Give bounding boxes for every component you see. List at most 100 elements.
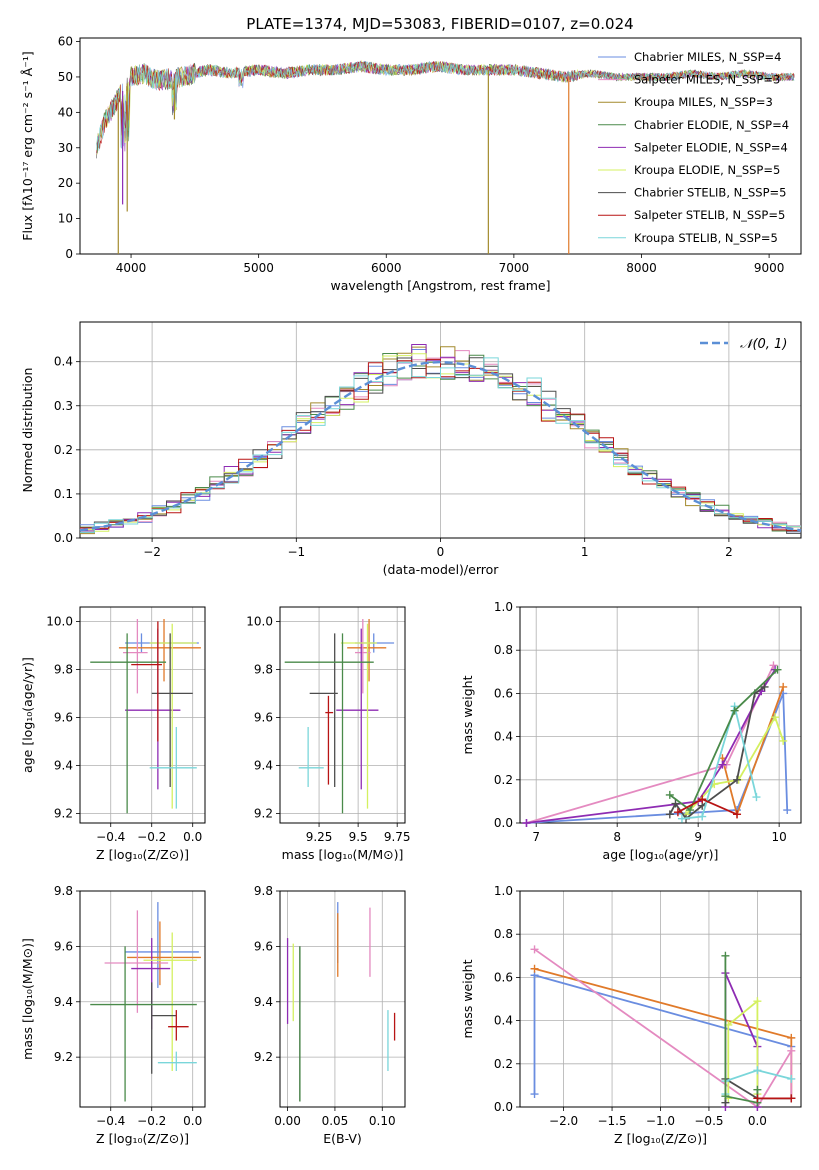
y-tick-label: 10 — [58, 212, 73, 226]
weight-marker — [686, 806, 695, 815]
y-tick-label: 0.0 — [494, 1100, 513, 1114]
legend-label: Salpeter STELIB, N_SSP=5 — [634, 208, 785, 222]
weight-vs-z-axes: −2.0 −1.5 −1.0 −0.5 0.0 0.0 0.2 0.4 0.6 0.8 1.0 Z [… — [460, 884, 802, 1146]
y-axis-label: mass [log₁₀(M/M⊙)] — [20, 938, 35, 1060]
weight-line — [681, 702, 758, 820]
y-tick-label: 60 — [58, 35, 73, 49]
weight-marker — [530, 1090, 539, 1099]
y-tick-label: 40 — [58, 105, 73, 119]
age-vs-mass-axes: 9.25 9.5 9.75 9.2 9.4 9.6 9.8 10.0 mass [log₁₀(M… — [246, 606, 411, 862]
weight-line — [669, 686, 766, 821]
mass-vs-ebv-axes: 0.00 0.05 0.10 9.2 9.4 9.6 9.8 E(B-V) — [254, 884, 406, 1146]
y-tick-label: 9.6 — [54, 710, 73, 724]
x-tick-label: 0.10 — [369, 1114, 396, 1128]
mass-vs-ebv-points — [286, 902, 396, 1102]
weight-vs-age-axes: 7 8 9 10 0.0 0.2 0.4 0.6 0.8 1.0 age [log₁₀(age/yr… — [460, 600, 802, 862]
x-tick-label: 0.0 — [183, 830, 202, 844]
y-tick-label: 0.4 — [494, 730, 513, 744]
weight-line — [534, 967, 793, 1099]
legend-label: 𝒩(0, 1) — [740, 337, 787, 352]
y-tick-label: 9.2 — [54, 806, 73, 820]
weight-marker — [698, 795, 707, 804]
y-axis-label: mass weight — [460, 959, 475, 1038]
y-tick-label: 10.0 — [46, 614, 73, 628]
mass-vs-z-frame — [79, 890, 206, 1108]
x-tick-label: 9 — [694, 830, 702, 844]
weight-marker — [665, 790, 674, 799]
x-tick-label: −2.0 — [549, 1114, 578, 1128]
spectrum-axes: 4000 5000 6000 7000 8000 9000 0 10 20 30 40 50 60 wav… — [20, 35, 802, 293]
spectrum-frame — [79, 37, 802, 255]
age-vs-mass-points — [284, 619, 395, 814]
x-tick-label: 8 — [613, 830, 621, 844]
weight-marker — [530, 964, 539, 973]
x-tick-label: −1 — [287, 545, 305, 559]
legend-label: Salpeter ELODIE, N_SSP=4 — [634, 140, 788, 154]
spectrum-line — [96, 61, 795, 151]
age-vs-z-frame — [79, 606, 206, 824]
mass-vs-ebv-frame — [279, 890, 406, 1108]
weight-vs-z-series — [530, 945, 796, 1111]
x-tick-label: 7000 — [499, 261, 530, 275]
y-tick-label: 9.4 — [254, 758, 273, 772]
x-axis-label: (data-model)/error — [383, 562, 500, 577]
x-tick-label: −1.5 — [597, 1114, 626, 1128]
weight-marker — [530, 945, 539, 954]
x-tick-label: 0 — [437, 545, 445, 559]
weight-marker — [671, 799, 680, 808]
y-tick-label: 9.8 — [54, 662, 73, 676]
x-tick-label: 6000 — [371, 261, 402, 275]
y-tick-label: 0.4 — [494, 1014, 513, 1028]
x-tick-label: 9000 — [754, 261, 785, 275]
weight-vs-age-frame — [519, 606, 802, 824]
normal-curve — [79, 360, 802, 532]
y-axis-label: mass weight — [460, 675, 475, 754]
x-tick-label: 9.5 — [349, 830, 368, 844]
weight-line — [727, 999, 759, 1099]
age-vs-mass-frame — [279, 606, 406, 824]
x-axis-label: Z [log₁₀(Z/Z⊙)] — [96, 1131, 189, 1146]
x-tick-label: 5000 — [243, 261, 274, 275]
weight-vs-age-series — [522, 661, 792, 827]
x-tick-label: 10 — [771, 830, 786, 844]
weight-line — [669, 668, 779, 812]
y-tick-label: 1.0 — [494, 884, 513, 898]
weight-vs-z-frame — [519, 890, 802, 1108]
spectrum-legend: Chabrier MILES, N_SSP=4 Salpeter MILES, N… — [598, 50, 789, 245]
age-vs-z-points — [90, 619, 201, 814]
weight-line — [526, 693, 789, 824]
histogram-series — [79, 344, 802, 535]
x-axis-label: Z [log₁₀(Z/Z⊙)] — [614, 1131, 707, 1146]
x-tick-label: 2 — [725, 545, 733, 559]
x-tick-label: 0.05 — [322, 1114, 349, 1128]
y-tick-label: 9.8 — [254, 662, 273, 676]
residuals-frame — [79, 321, 802, 539]
y-tick-label: 9.6 — [54, 939, 73, 953]
x-tick-label: 0.0 — [183, 1114, 202, 1128]
y-tick-label: 0.0 — [54, 531, 73, 545]
y-tick-label: 0.8 — [494, 927, 513, 941]
y-tick-label: 0.6 — [494, 970, 513, 984]
weight-marker — [787, 1094, 796, 1103]
x-tick-label: −0.2 — [137, 830, 166, 844]
y-tick-label: 9.4 — [254, 995, 273, 1009]
weight-marker — [787, 1074, 796, 1083]
weight-marker — [753, 1085, 762, 1094]
x-tick-label: −2 — [143, 545, 161, 559]
y-tick-label: 0.2 — [494, 773, 513, 787]
legend-label: Chabrier STELIB, N_SSP=5 — [634, 186, 786, 200]
weight-marker — [753, 997, 762, 1006]
y-tick-label: 0.3 — [54, 399, 73, 413]
y-axis-label: age [log₁₀(age/yr)] — [20, 657, 35, 773]
y-tick-label: 9.8 — [54, 884, 73, 898]
spectrum-lines — [96, 59, 795, 254]
weight-marker — [733, 810, 742, 819]
weight-marker — [753, 1066, 762, 1075]
x-tick-label: −0.4 — [96, 1114, 125, 1128]
y-tick-label: 9.8 — [254, 884, 273, 898]
weight-marker — [733, 775, 742, 784]
y-tick-label: 9.2 — [54, 1050, 73, 1064]
x-tick-label: −0.2 — [137, 1114, 166, 1128]
y-tick-label: 50 — [58, 70, 73, 84]
y-tick-label: 0.1 — [54, 487, 73, 501]
